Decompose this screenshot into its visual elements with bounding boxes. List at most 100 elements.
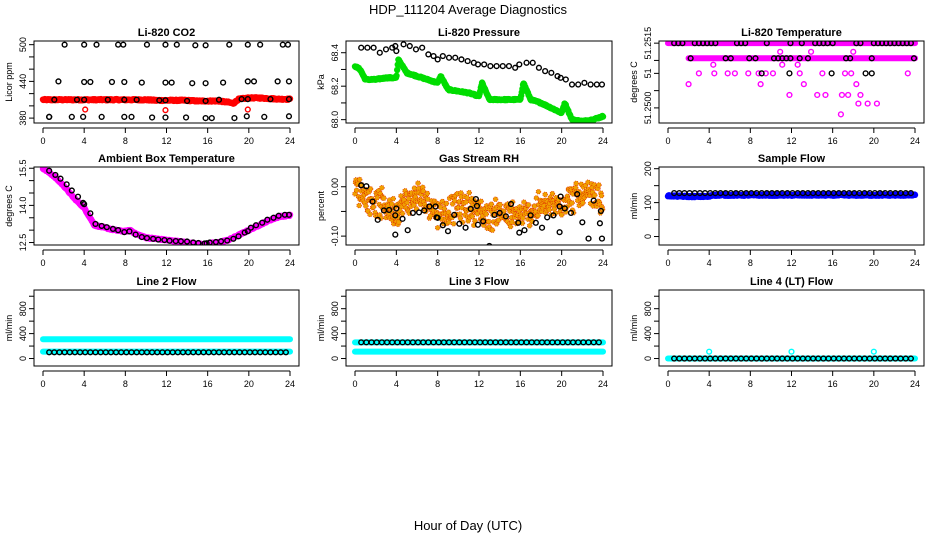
x-tick-label: 24 xyxy=(285,379,295,389)
data-point xyxy=(126,228,133,235)
data-point xyxy=(488,201,495,207)
panel-title: Li-820 Temperature xyxy=(741,27,842,39)
data-point xyxy=(787,41,794,47)
data-point xyxy=(548,69,555,76)
x-axis-label: Hour of Day (UTC) xyxy=(413,518,523,533)
series-averages xyxy=(358,41,606,88)
data-point xyxy=(446,219,452,226)
x-tick-label: 20 xyxy=(869,258,879,268)
panel-rh: Gas Stream RH -0.10 0.00 percent 0 4 8 12 16 20 24 xyxy=(316,153,613,268)
data-point xyxy=(495,217,502,223)
data-point xyxy=(493,63,500,70)
data-point xyxy=(452,54,459,61)
x-tick-label: 24 xyxy=(910,379,920,389)
data-point xyxy=(439,222,446,229)
data-point xyxy=(267,96,274,103)
data-point xyxy=(857,41,864,47)
x-tick-label: 20 xyxy=(244,379,254,389)
plot-frame xyxy=(345,166,613,246)
x-tick-label: 16 xyxy=(515,379,525,389)
data-point xyxy=(841,70,849,77)
data-point xyxy=(521,227,528,234)
data-point xyxy=(597,207,605,215)
data-point xyxy=(497,201,503,208)
y-tick-label: 0 xyxy=(330,356,340,361)
x-tick-label: 16 xyxy=(203,258,213,268)
data-point xyxy=(374,216,381,223)
data-point xyxy=(425,51,432,58)
x-tick-label: 4 xyxy=(82,379,87,389)
series-averages xyxy=(671,41,918,77)
data-point xyxy=(561,205,568,212)
data-point xyxy=(458,190,464,196)
data-point xyxy=(244,41,251,48)
data-point xyxy=(420,188,426,194)
data-point xyxy=(535,188,542,195)
data-point xyxy=(466,189,472,196)
data-point xyxy=(132,231,139,238)
data-point xyxy=(162,41,169,48)
x-tick-label: 4 xyxy=(707,379,712,389)
data-point xyxy=(685,81,692,88)
data-point xyxy=(746,55,753,62)
data-point xyxy=(587,81,594,88)
x-tick-label: 24 xyxy=(910,136,920,146)
data-point xyxy=(411,202,417,208)
data-point xyxy=(399,210,406,217)
data-point xyxy=(462,224,469,231)
data-point xyxy=(469,213,476,220)
data-point xyxy=(55,78,62,85)
data-point xyxy=(512,64,519,71)
data-point xyxy=(907,41,914,47)
data-point xyxy=(695,70,702,77)
data-point xyxy=(487,63,494,70)
data-point xyxy=(579,219,586,226)
data-point xyxy=(434,214,441,221)
panel-line4_flow: Line 4 (LT) Flow 0 400 800 ml/min 0 4 8 12 16 20 24 xyxy=(629,276,925,389)
y-tick-label: 51.2515 xyxy=(643,27,653,60)
x-tick-label: 20 xyxy=(244,136,254,146)
data-point xyxy=(542,191,548,198)
data-point xyxy=(61,41,68,48)
x-tick-label: 16 xyxy=(828,258,838,268)
x-tick-label: 0 xyxy=(352,379,357,389)
data-point xyxy=(556,203,563,210)
data-point xyxy=(499,63,506,70)
x-tick-label: 12 xyxy=(786,258,796,268)
data-point xyxy=(546,207,553,213)
y-tick-label: 0.00 xyxy=(330,178,340,196)
data-point xyxy=(275,212,282,219)
data-point xyxy=(769,70,777,77)
data-point xyxy=(177,238,185,245)
panel-temperature: Li-820 Temperature 51.2500 51 51.2515 degree… xyxy=(629,27,925,146)
data-point xyxy=(473,202,481,210)
plot-area xyxy=(351,41,607,123)
series-averages xyxy=(46,41,293,122)
data-point xyxy=(173,41,180,48)
x-tick-label: 8 xyxy=(435,379,440,389)
panel-title: Gas Stream RH xyxy=(439,153,519,165)
x-tick-label: 24 xyxy=(598,379,608,389)
series-continuous xyxy=(39,167,294,245)
data-point xyxy=(217,238,225,245)
data-point xyxy=(478,198,484,205)
data-point xyxy=(596,182,602,188)
data-point xyxy=(409,209,416,217)
data-point xyxy=(464,194,470,201)
panel-title: Line 2 Flow xyxy=(137,276,197,288)
y-axis-label: ml/min xyxy=(4,315,14,342)
data-point xyxy=(907,190,914,197)
data-point xyxy=(282,349,289,356)
plot-area xyxy=(40,336,293,356)
data-point xyxy=(411,185,418,191)
data-point xyxy=(247,224,254,231)
data-point xyxy=(382,46,390,53)
data-point xyxy=(393,66,401,74)
data-point xyxy=(68,113,75,120)
data-point xyxy=(467,205,474,213)
x-tick-label: 8 xyxy=(435,136,440,146)
data-point xyxy=(244,96,251,103)
data-point xyxy=(121,78,128,86)
data-point xyxy=(538,224,546,231)
data-point xyxy=(274,78,281,85)
